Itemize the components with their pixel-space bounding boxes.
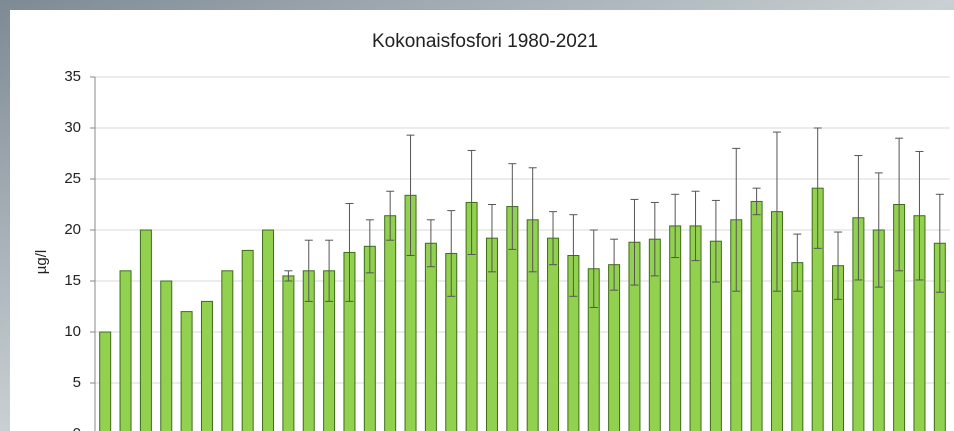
y-tick-label: 0 — [73, 425, 81, 431]
error-bar — [915, 150, 924, 281]
y-tick-label: 25 — [64, 170, 81, 187]
error-bar — [386, 190, 395, 241]
bar — [547, 237, 560, 431]
error-bar — [752, 187, 761, 216]
error-bar — [406, 134, 415, 256]
bar — [160, 280, 173, 431]
bar — [221, 270, 234, 431]
error-bar — [732, 147, 741, 292]
y-tick-label: 5 — [73, 374, 81, 391]
bar — [424, 242, 437, 431]
bar — [241, 249, 254, 431]
error-bar — [589, 229, 598, 309]
error-bar — [691, 190, 700, 262]
error-bar — [813, 127, 822, 249]
error-bar — [345, 202, 354, 302]
bar — [282, 275, 295, 431]
bar — [200, 300, 213, 431]
error-bar — [874, 172, 883, 288]
error-bar — [447, 210, 456, 297]
y-tick-label: 35 — [64, 68, 81, 85]
error-bar — [834, 231, 843, 300]
bar — [750, 200, 763, 431]
bar — [363, 245, 376, 431]
error-bar — [935, 193, 944, 293]
error-bar — [549, 211, 558, 266]
error-bar — [895, 137, 904, 272]
error-bar — [365, 219, 374, 274]
bar — [99, 331, 112, 431]
error-bar — [772, 131, 781, 292]
error-bar — [610, 238, 619, 291]
chart-title: Kokonaisfosfori 1980-2021 — [372, 31, 598, 52]
y-tick-label: 15 — [64, 272, 81, 289]
bar — [119, 270, 132, 431]
error-bar — [711, 199, 720, 283]
error-bar — [650, 201, 659, 277]
error-bar — [284, 270, 293, 282]
bar — [180, 311, 193, 431]
y-tick-label: 10 — [64, 323, 81, 340]
bar — [139, 229, 152, 431]
error-bar — [569, 214, 578, 297]
error-bar — [487, 204, 496, 273]
y-tick-label: 20 — [64, 221, 81, 238]
error-bar — [467, 149, 476, 255]
bar — [262, 229, 275, 431]
error-bar — [426, 219, 435, 268]
error-bar — [630, 198, 639, 286]
y-axis-label: µg/l — [33, 250, 50, 275]
error-bar — [671, 193, 680, 259]
error-bar — [793, 233, 802, 292]
bar — [384, 215, 397, 431]
y-tick-label: 30 — [64, 119, 81, 136]
error-bar — [325, 239, 334, 302]
error-bar — [854, 155, 863, 281]
error-bar — [508, 163, 517, 250]
error-bar — [528, 167, 537, 273]
error-bar — [304, 239, 313, 302]
